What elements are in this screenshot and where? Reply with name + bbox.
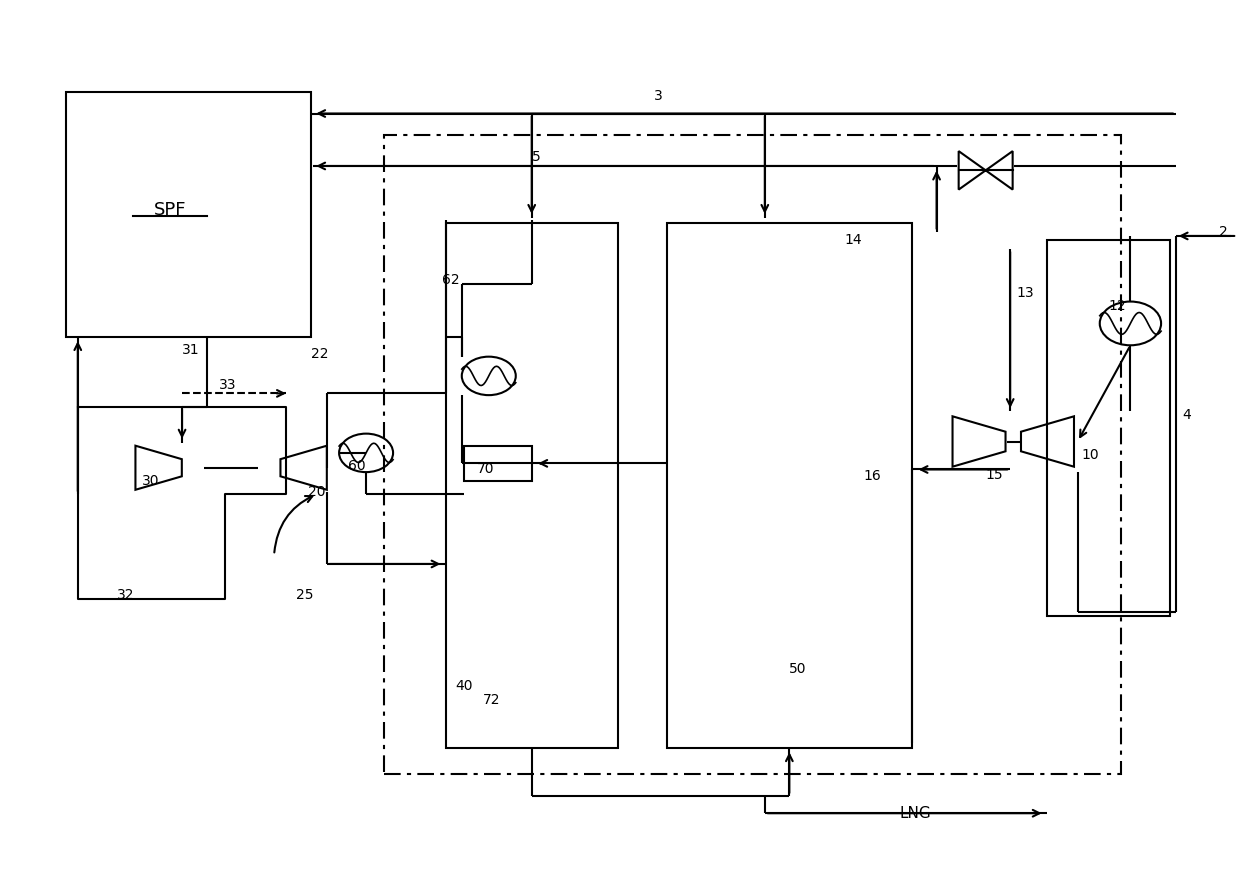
Bar xyxy=(667,223,913,748)
Bar xyxy=(66,92,311,336)
Text: 2: 2 xyxy=(1219,224,1228,238)
Text: 31: 31 xyxy=(182,343,200,357)
Bar xyxy=(384,135,1121,774)
Text: 70: 70 xyxy=(476,463,494,477)
Text: 60: 60 xyxy=(347,459,366,473)
Text: 32: 32 xyxy=(117,587,134,601)
Bar xyxy=(446,223,618,748)
Text: 22: 22 xyxy=(311,347,329,361)
Bar xyxy=(1047,240,1169,616)
Text: 40: 40 xyxy=(455,679,474,693)
Text: 72: 72 xyxy=(482,692,500,706)
Text: SPF: SPF xyxy=(154,200,186,219)
Text: LNG: LNG xyxy=(900,805,931,820)
Text: 50: 50 xyxy=(790,662,807,675)
Text: 14: 14 xyxy=(844,233,862,247)
Text: 10: 10 xyxy=(1081,448,1099,462)
Text: 33: 33 xyxy=(219,378,237,392)
Text: 5: 5 xyxy=(532,150,541,164)
Text: 3: 3 xyxy=(655,89,663,103)
Bar xyxy=(464,446,532,481)
Text: 15: 15 xyxy=(986,468,1003,482)
Text: 16: 16 xyxy=(863,470,880,484)
Text: 13: 13 xyxy=(1017,286,1034,300)
Text: 12: 12 xyxy=(1109,299,1126,313)
Text: 62: 62 xyxy=(443,273,460,287)
Text: 4: 4 xyxy=(1182,408,1190,422)
Text: 25: 25 xyxy=(296,587,314,601)
Text: 20: 20 xyxy=(309,486,326,499)
Text: 30: 30 xyxy=(141,474,159,488)
